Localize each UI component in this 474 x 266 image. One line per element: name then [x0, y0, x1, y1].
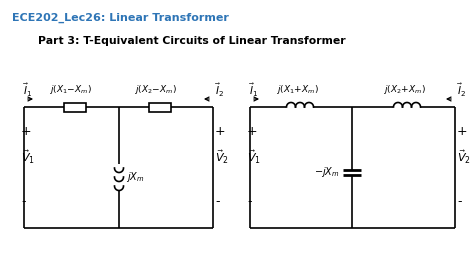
Text: Part 3: T-Equivalent Circuits of Linear Transformer: Part 3: T-Equivalent Circuits of Linear … [38, 36, 346, 46]
Text: $\vec{V}_2$: $\vec{V}_2$ [215, 148, 229, 166]
Text: +: + [457, 125, 468, 138]
Text: -: - [215, 195, 219, 208]
Text: ECE202_Lec26: Linear Transformer: ECE202_Lec26: Linear Transformer [12, 13, 229, 23]
Text: $\vec{I}_1$: $\vec{I}_1$ [249, 81, 258, 99]
Text: $-jX_m$: $-jX_m$ [314, 165, 340, 179]
Text: -: - [247, 195, 252, 208]
Bar [149, 102, 171, 111]
Text: $\vec{V}_1$: $\vec{V}_1$ [21, 148, 35, 166]
Text: $\vec{V}_2$: $\vec{V}_2$ [457, 148, 471, 166]
Text: -: - [457, 195, 462, 208]
Text: $\vec{I}_2$: $\vec{I}_2$ [457, 81, 466, 99]
Text: -: - [21, 195, 26, 208]
Text: +: + [247, 125, 258, 138]
Text: $j(X_2\!+\!X_m)$: $j(X_2\!+\!X_m)$ [383, 84, 426, 97]
Text: $\vec{V}_1$: $\vec{V}_1$ [247, 148, 261, 166]
Text: +: + [21, 125, 32, 138]
Text: +: + [215, 125, 226, 138]
Text: $\vec{I}_1$: $\vec{I}_1$ [23, 81, 32, 99]
Text: $j(X_1\!+\!X_m)$: $j(X_1\!+\!X_m)$ [275, 84, 319, 97]
Text: $j(X_1\!-\!X_m)$: $j(X_1\!-\!X_m)$ [48, 84, 91, 97]
Bar [64, 102, 86, 111]
Text: $jX_m$: $jX_m$ [126, 170, 145, 184]
Text: $\vec{I}_2$: $\vec{I}_2$ [215, 81, 224, 99]
Text: $j(X_2\!-\!X_m)$: $j(X_2\!-\!X_m)$ [134, 84, 176, 97]
